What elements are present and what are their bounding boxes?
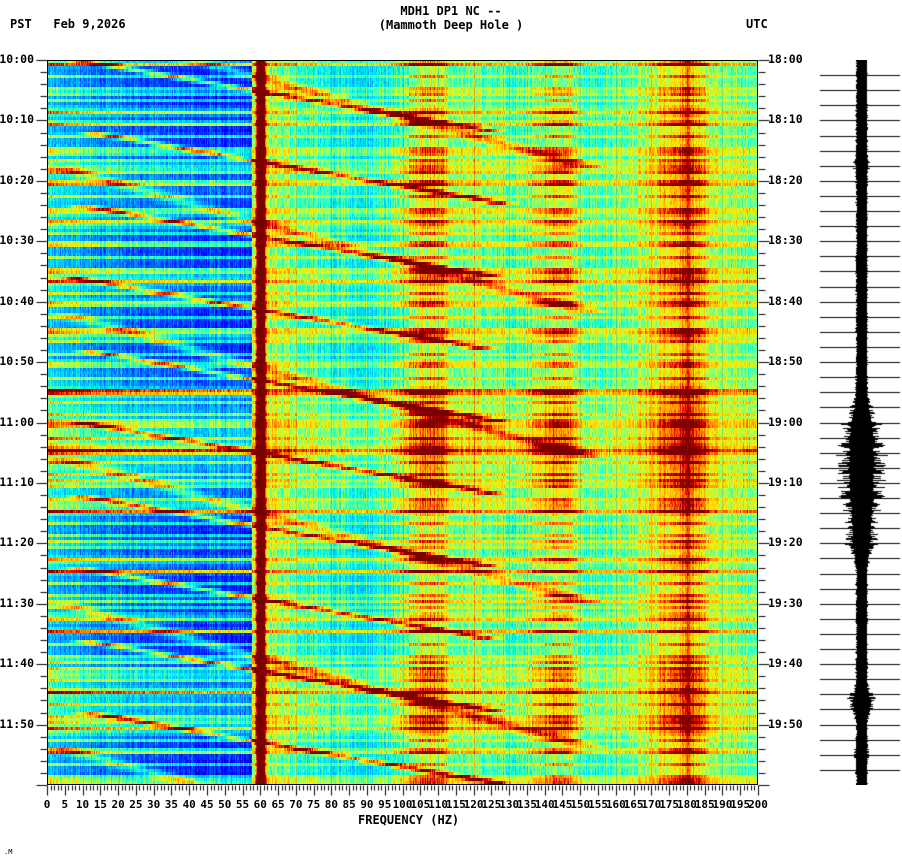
time-label-utc: 19:00 [768, 414, 803, 429]
corner-artifact: .M [4, 848, 13, 856]
frequency-tick-label: 130 [499, 798, 520, 811]
time-label-utc: 19:10 [768, 474, 803, 489]
frequency-tick-label: 180 [676, 798, 697, 811]
time-axis-right: 18:00 18:10 18:20 18:30 18:40 18:50 19:00 19:10… [768, 0, 828, 864]
frequency-tick-label: 5 [61, 798, 69, 811]
frequency-tick-label: 20 [111, 798, 125, 811]
frequency-tick-label: 100 [392, 798, 413, 811]
time-label-utc: 18:20 [768, 172, 803, 187]
frequency-tick-label: 80 [324, 798, 339, 811]
frequency-tick-label: 15 [93, 798, 107, 811]
frequency-tick-label: 90 [360, 798, 374, 811]
time-label-utc: 19:20 [768, 535, 803, 550]
frequency-tick-label: 110 [428, 798, 448, 811]
frequency-axis-label: FREQUENCY (HZ) [358, 813, 460, 827]
time-label-pst: 10:40 [0, 293, 34, 308]
page-title: MDH1 DP1 NC -- [400, 4, 502, 18]
time-label-pst: 11:50 [0, 716, 34, 731]
time-label-utc: 19:50 [768, 716, 803, 731]
frequency-tick-label: 140 [534, 798, 555, 811]
frequency-tick-label: 145 [552, 798, 573, 811]
frequency-tick-label: 55 [235, 798, 250, 811]
frequency-tick-label: 75 [307, 798, 321, 811]
time-label-utc: 18:30 [768, 233, 803, 248]
frequency-tick-label: 65 [271, 798, 285, 811]
frequency-tick-label: 35 [164, 798, 179, 811]
time-label-pst: 10:30 [0, 233, 34, 248]
time-label-utc: 19:40 [768, 656, 803, 671]
time-label-pst: 10:10 [0, 112, 34, 127]
frequency-tick-label: 95 [378, 798, 392, 811]
frequency-tick-label: 160 [605, 798, 626, 811]
spectrogram-image [47, 60, 758, 785]
frequency-tick-label: 40 [182, 798, 196, 811]
time-label-pst: 11:40 [0, 656, 34, 671]
time-label-utc: 18:00 [768, 52, 803, 66]
frequency-tick-label: 45 [200, 798, 214, 811]
time-label-utc: 19:30 [768, 595, 803, 610]
frequency-tick-label: 0 [43, 798, 51, 811]
frequency-tick-label: 200 [748, 798, 768, 811]
helicorder-amplitude-trace [818, 60, 902, 785]
frequency-tick-label: 50 [218, 798, 232, 811]
frequency-tick-label: 135 [516, 798, 537, 811]
frequency-tick-label: 150 [570, 798, 591, 811]
frequency-tick-label: 195 [730, 798, 751, 811]
frequency-tick-label: 175 [659, 798, 680, 811]
time-axis-left: 10:00 10:10 10:20 10:30 10:40 10:50 11:00 11:10… [0, 0, 34, 864]
header-timezone-utc: UTC [746, 17, 768, 31]
time-label-utc: 18:40 [768, 293, 803, 308]
time-label-pst: 10:20 [0, 172, 34, 187]
frequency-tick-label: 10 [75, 798, 90, 811]
time-label-utc: 18:10 [768, 112, 803, 127]
time-label-pst: 11:10 [0, 474, 34, 489]
frequency-tick-label: 115 [445, 798, 466, 811]
frequency-tick-label: 85 [342, 798, 356, 811]
frequency-tick-label: 155 [588, 798, 608, 811]
frequency-tick-label: 185 [694, 798, 715, 811]
frequency-tick-label: 105 [410, 798, 431, 811]
time-label-pst: 10:00 [0, 52, 34, 66]
time-label-pst: 11:00 [0, 414, 34, 429]
time-label-pst: 10:50 [0, 354, 34, 369]
frequency-tick-label: 60 [253, 798, 267, 811]
frequency-tick-label: 25 [129, 798, 143, 811]
frequency-tick-label: 125 [481, 798, 502, 811]
frequency-tick-label: 30 [147, 798, 161, 811]
frequency-tick-label: 70 [289, 798, 303, 811]
frequency-tick-label: 170 [641, 798, 662, 811]
time-label-utc: 18:50 [768, 354, 803, 369]
frequency-tick-label: 165 [623, 798, 644, 811]
frequency-tick-label: 190 [712, 798, 733, 811]
frequency-tick-label: 120 [463, 798, 484, 811]
time-label-pst: 11:20 [0, 535, 34, 550]
time-label-pst: 11:30 [0, 595, 34, 610]
